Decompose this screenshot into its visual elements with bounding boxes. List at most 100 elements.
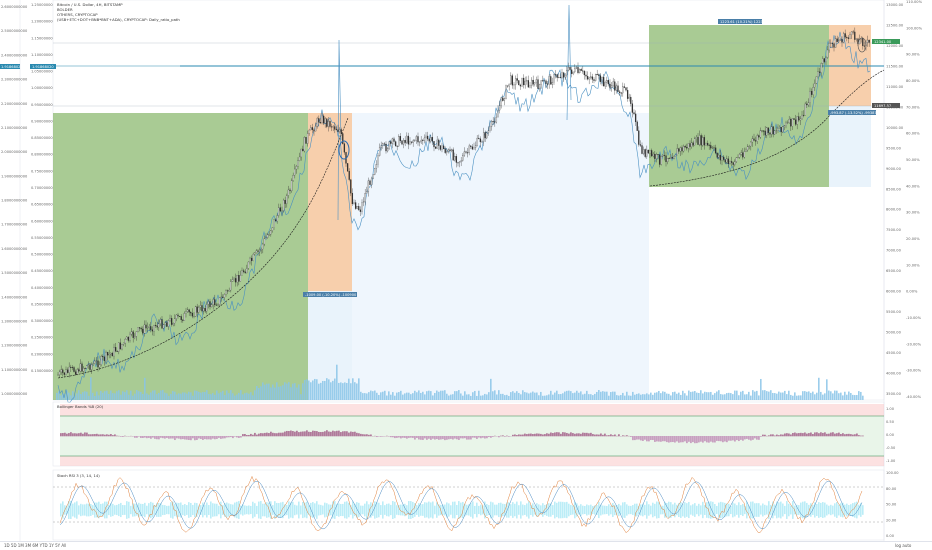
stoch-fill-bar <box>704 505 706 515</box>
left-axis-label: 1.7000000000 <box>1 223 28 227</box>
long-position-1-loss-zone-left[interactable] <box>308 113 352 291</box>
candle-body <box>668 158 670 159</box>
parabolic-curve-1[interactable] <box>57 117 349 379</box>
bbw-bar <box>694 436 696 444</box>
stoch-fill-bar <box>142 503 144 517</box>
volume-bar <box>428 390 430 400</box>
volume-bar <box>840 392 842 400</box>
stoch-fill-bar <box>386 503 388 517</box>
candle-body <box>636 121 638 131</box>
candle-body <box>452 149 454 161</box>
stoch-fill-bar <box>698 503 700 517</box>
candle-body <box>70 366 72 368</box>
candle-body <box>666 158 669 163</box>
bbw-bar <box>382 436 384 437</box>
volume-bar <box>362 393 364 400</box>
volume-bar <box>454 391 456 400</box>
stoch-fill-bar <box>414 503 416 517</box>
bbw-bar <box>338 430 340 437</box>
volume-bar <box>724 394 726 400</box>
candle-body <box>830 42 832 44</box>
candle-body <box>814 83 816 88</box>
volume-bar <box>448 395 450 400</box>
highlight-ellipse-2[interactable] <box>857 37 867 53</box>
volume-bar <box>762 390 764 400</box>
stoch-fill-bar <box>740 505 742 515</box>
volume-bar <box>494 390 496 400</box>
stoch-fill-bar <box>314 503 316 517</box>
parabolic-curve-2[interactable] <box>649 69 885 187</box>
candle-body <box>81 363 83 372</box>
candle-body <box>772 126 774 135</box>
candle-body <box>231 279 234 282</box>
candle-body <box>812 87 814 95</box>
candle-body <box>385 143 387 152</box>
stoch-fill-bar <box>96 502 98 518</box>
volume-bar <box>622 392 624 400</box>
volume-bar <box>270 387 272 400</box>
candle-body <box>255 250 258 254</box>
long-position-1-profit-zone[interactable] <box>53 113 308 400</box>
candle-body <box>166 322 168 327</box>
bbw-bar <box>172 436 174 439</box>
indicator2-title[interactable]: Stoch RSI 3 (3, 14, 14) <box>57 473 100 478</box>
right-axis-percent-label: -30.00% <box>906 369 922 373</box>
candle-body <box>542 80 544 82</box>
volume-bar <box>800 395 802 400</box>
volume-bar <box>122 391 124 400</box>
highlight-ellipse-1[interactable] <box>338 140 350 160</box>
bbw-bar <box>406 436 408 439</box>
legend-symbol[interactable]: Bitcoin / U.S. Dollar, 4H, BITSTAMP <box>57 2 123 7</box>
bbw-bar <box>146 436 148 439</box>
bbw-bar <box>94 434 96 437</box>
bottom-toolbar: 1D 5D 1M 3M 6M YTD 1Y 5Y All log auto <box>0 541 932 550</box>
candle-body <box>617 85 619 92</box>
bbw-bar <box>728 436 730 441</box>
volume-bar <box>402 394 404 400</box>
volume-bar <box>456 391 458 400</box>
stoch-fill-bar <box>584 505 586 515</box>
bbw-bar <box>438 436 440 440</box>
stoch-fill-bar <box>526 503 528 517</box>
volume-bar <box>280 386 282 400</box>
stoch-fill-bar <box>164 505 166 515</box>
bbw-bar <box>710 436 712 442</box>
candle-body <box>806 103 808 106</box>
candle-body <box>386 148 389 152</box>
volume-bar <box>552 394 554 400</box>
stoch-d-line[interactable] <box>59 480 863 530</box>
long1-stop-tag[interactable]: -1009.00 (-10.20%) -100900 <box>305 293 357 297</box>
candle-body <box>287 189 290 196</box>
bbw-bar <box>96 433 98 437</box>
volume-bar <box>290 387 292 400</box>
candle-body <box>162 324 165 329</box>
candlestick-series[interactable] <box>57 27 870 378</box>
stoch-fill-bar <box>792 501 794 519</box>
stoch-k-line[interactable] <box>59 475 863 533</box>
volume-bar <box>130 390 132 400</box>
candle-body <box>415 136 418 141</box>
bbw-bar <box>824 432 826 437</box>
bbw-bar <box>762 434 764 437</box>
stoch-fill-bar <box>606 505 608 515</box>
bbw-bar <box>684 436 686 442</box>
scale-toggles[interactable]: log auto <box>895 543 912 548</box>
long2-target-tag[interactable]: 1223.61 (10.21%) 122361 <box>720 20 767 24</box>
indicator1-title[interactable]: Bollinger Bands %B (20) <box>57 404 104 409</box>
volume-bar <box>240 390 242 400</box>
candle-body <box>804 103 806 116</box>
volume-bar <box>92 392 94 400</box>
long2-stop-tag[interactable]: -993.87 (-13.52%) -99387 <box>830 111 877 115</box>
bbw-bar <box>460 436 462 439</box>
volume-bar <box>736 390 738 400</box>
stoch-fill-bar <box>830 504 832 516</box>
bbw-bar <box>106 434 108 437</box>
candle-body <box>620 92 622 94</box>
range-selector[interactable]: 1D 5D 1M 3M 6M YTD 1Y 5Y All <box>4 543 67 548</box>
volume-bar <box>486 394 488 400</box>
volume-bar <box>658 390 660 400</box>
candle-body <box>215 304 218 306</box>
candle-body <box>207 301 210 305</box>
